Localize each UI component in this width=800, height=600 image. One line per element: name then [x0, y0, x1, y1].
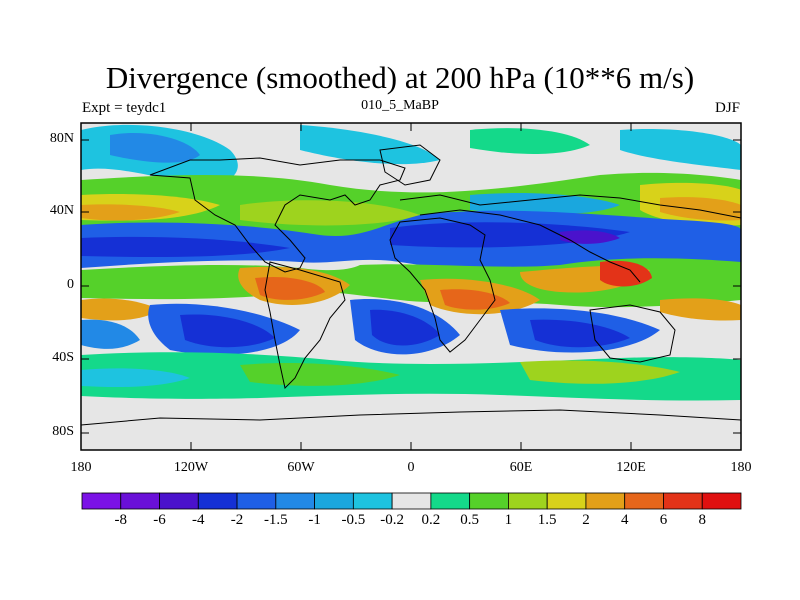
colorbar-swatch — [314, 492, 354, 510]
lon-label-60e: 60E — [509, 460, 533, 475]
lat-label-80s: 80S — [52, 424, 74, 439]
lat-label-40s: 40S — [52, 350, 74, 365]
lon-label-60w: 60W — [287, 460, 315, 475]
lon-label-0: 0 — [407, 460, 415, 475]
season-label: DJF — [714, 100, 740, 116]
colorbar-swatch — [701, 492, 742, 510]
period-label: 010_5_MaBP — [361, 98, 439, 113]
experiment-label: Expt = teydc1 — [82, 100, 167, 116]
colorbar — [81, 492, 742, 510]
colorbar-label: 8 — [698, 512, 706, 528]
colorbar-label: 4 — [620, 512, 629, 528]
lat-label-0: 0 — [67, 277, 74, 292]
x-ticks — [190, 123, 632, 450]
colorbar-swatch — [508, 492, 548, 510]
colorbar-swatch — [585, 492, 626, 510]
colorbar-swatch — [120, 492, 160, 510]
colorbar-swatch — [430, 492, 471, 510]
colorbar-swatch — [546, 492, 587, 510]
coastlines — [80, 144, 742, 426]
colorbar-swatch — [81, 492, 122, 510]
colorbar-label: 0.5 — [460, 512, 480, 528]
colorbar-swatch — [663, 492, 703, 510]
colorbar-label: -2 — [230, 512, 244, 528]
colorbar-label: -0.5 — [341, 512, 366, 528]
colorbar-swatch — [236, 492, 277, 510]
colorbar-label: -8 — [114, 512, 128, 528]
lon-label-120e: 120E — [616, 460, 646, 475]
colorbar-label: 1 — [504, 512, 513, 528]
colorbar-swatch — [197, 492, 238, 510]
plot-title: Divergence (smoothed) at 200 hPa (10**6 … — [105, 60, 695, 95]
colorbar-swatch — [159, 492, 199, 510]
colorbar-label: -1 — [308, 512, 321, 528]
colorbar-label: -0.2 — [380, 512, 404, 528]
colorbar-label: -4 — [192, 512, 205, 528]
colorbar-swatch — [469, 492, 509, 510]
map-field — [81, 123, 741, 450]
colorbar-label: -6 — [153, 512, 166, 528]
colorbar-label: 1.5 — [537, 512, 557, 528]
colorbar-label: 0.2 — [421, 512, 441, 528]
lon-label-120w: 120W — [173, 460, 209, 475]
colorbar-swatch — [391, 492, 432, 510]
lat-label-40n: 40N — [49, 203, 74, 218]
lon-label-180w: 180 — [70, 460, 92, 475]
colorbar-swatch — [352, 492, 393, 510]
colorbar-label: 6 — [659, 512, 668, 528]
lat-label-80n: 80N — [49, 131, 74, 146]
colorbar-label: -1.5 — [263, 512, 288, 528]
colorbar-label: 2 — [582, 512, 590, 528]
colorbar-swatch — [275, 492, 315, 510]
lon-label-180e: 180 — [730, 460, 752, 475]
colorbar-swatch — [624, 492, 664, 510]
y-ticks — [81, 139, 741, 434]
